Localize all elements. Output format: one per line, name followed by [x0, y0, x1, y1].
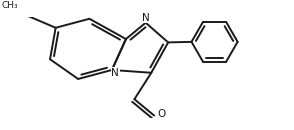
- Text: CH₃: CH₃: [2, 1, 19, 10]
- Text: O: O: [158, 109, 166, 119]
- Text: N: N: [111, 68, 119, 78]
- Text: N: N: [142, 13, 150, 23]
